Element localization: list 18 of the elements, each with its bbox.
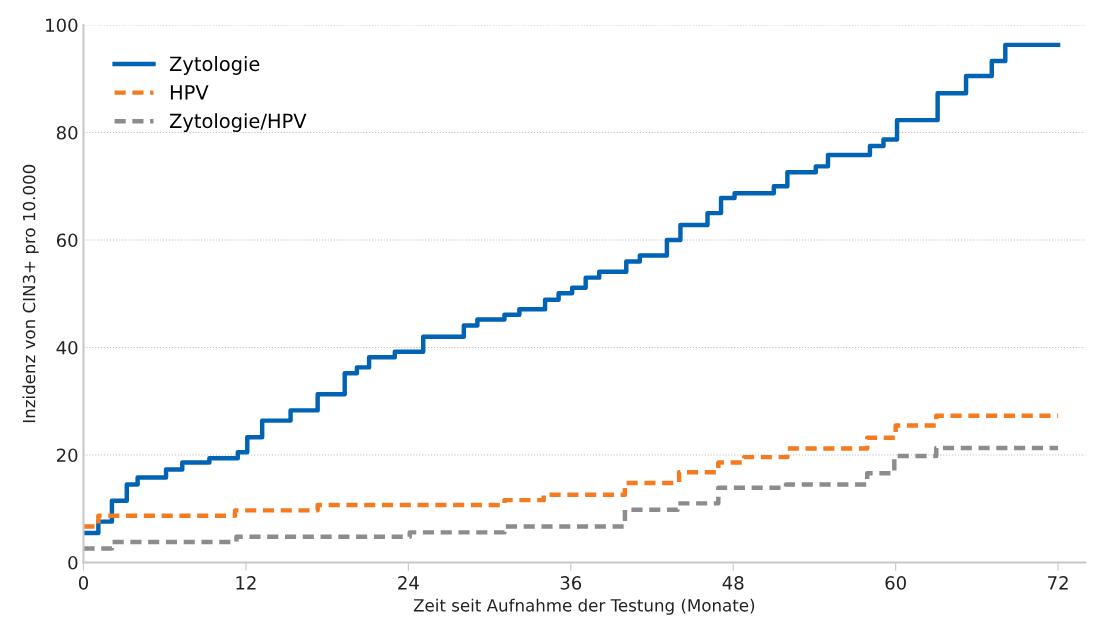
legend-label: Zytologie [169,56,260,75]
x-tick-label: 72 [1048,576,1068,590]
x-tick-label: 24 [398,576,419,590]
x-tick-label: 12 [236,576,256,590]
x-tick-label: 0 [78,576,89,590]
y-axis-title: Inzidenz von CIN3+ pro 10.000 [22,164,39,423]
legend-label: Zytologie/HPV [169,113,307,133]
x-tick-label: 48 [722,576,744,590]
y-tick-label: 40 [56,340,78,355]
y-tick-label: 80 [56,125,78,140]
y-tick-label: 60 [56,233,78,248]
legend-label: HPV [170,85,209,100]
y-tick-label: 20 [56,448,78,463]
y-tick-label: 0 [68,555,78,570]
y-tick-label: 100 [46,18,78,33]
x-tick-label: 36 [560,576,582,590]
x-tick-label: 60 [885,576,906,590]
x-axis-title: Zeit seit Aufnahme der Testung (Monate) [413,598,755,615]
